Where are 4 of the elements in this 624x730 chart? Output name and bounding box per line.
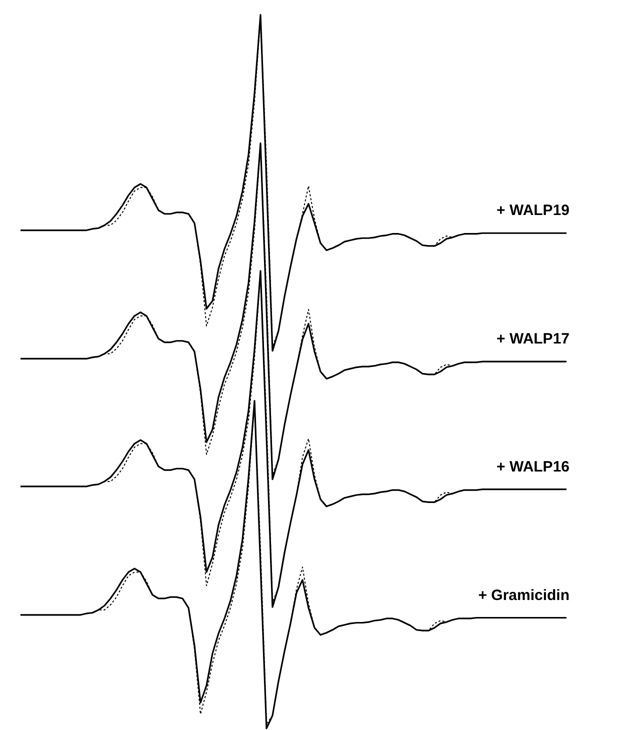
series-label: + WALP17 <box>496 330 570 348</box>
series-label: + WALP16 <box>496 458 570 476</box>
series-label: + WALP19 <box>496 202 570 220</box>
series-label: + Gramicidin <box>478 586 570 604</box>
